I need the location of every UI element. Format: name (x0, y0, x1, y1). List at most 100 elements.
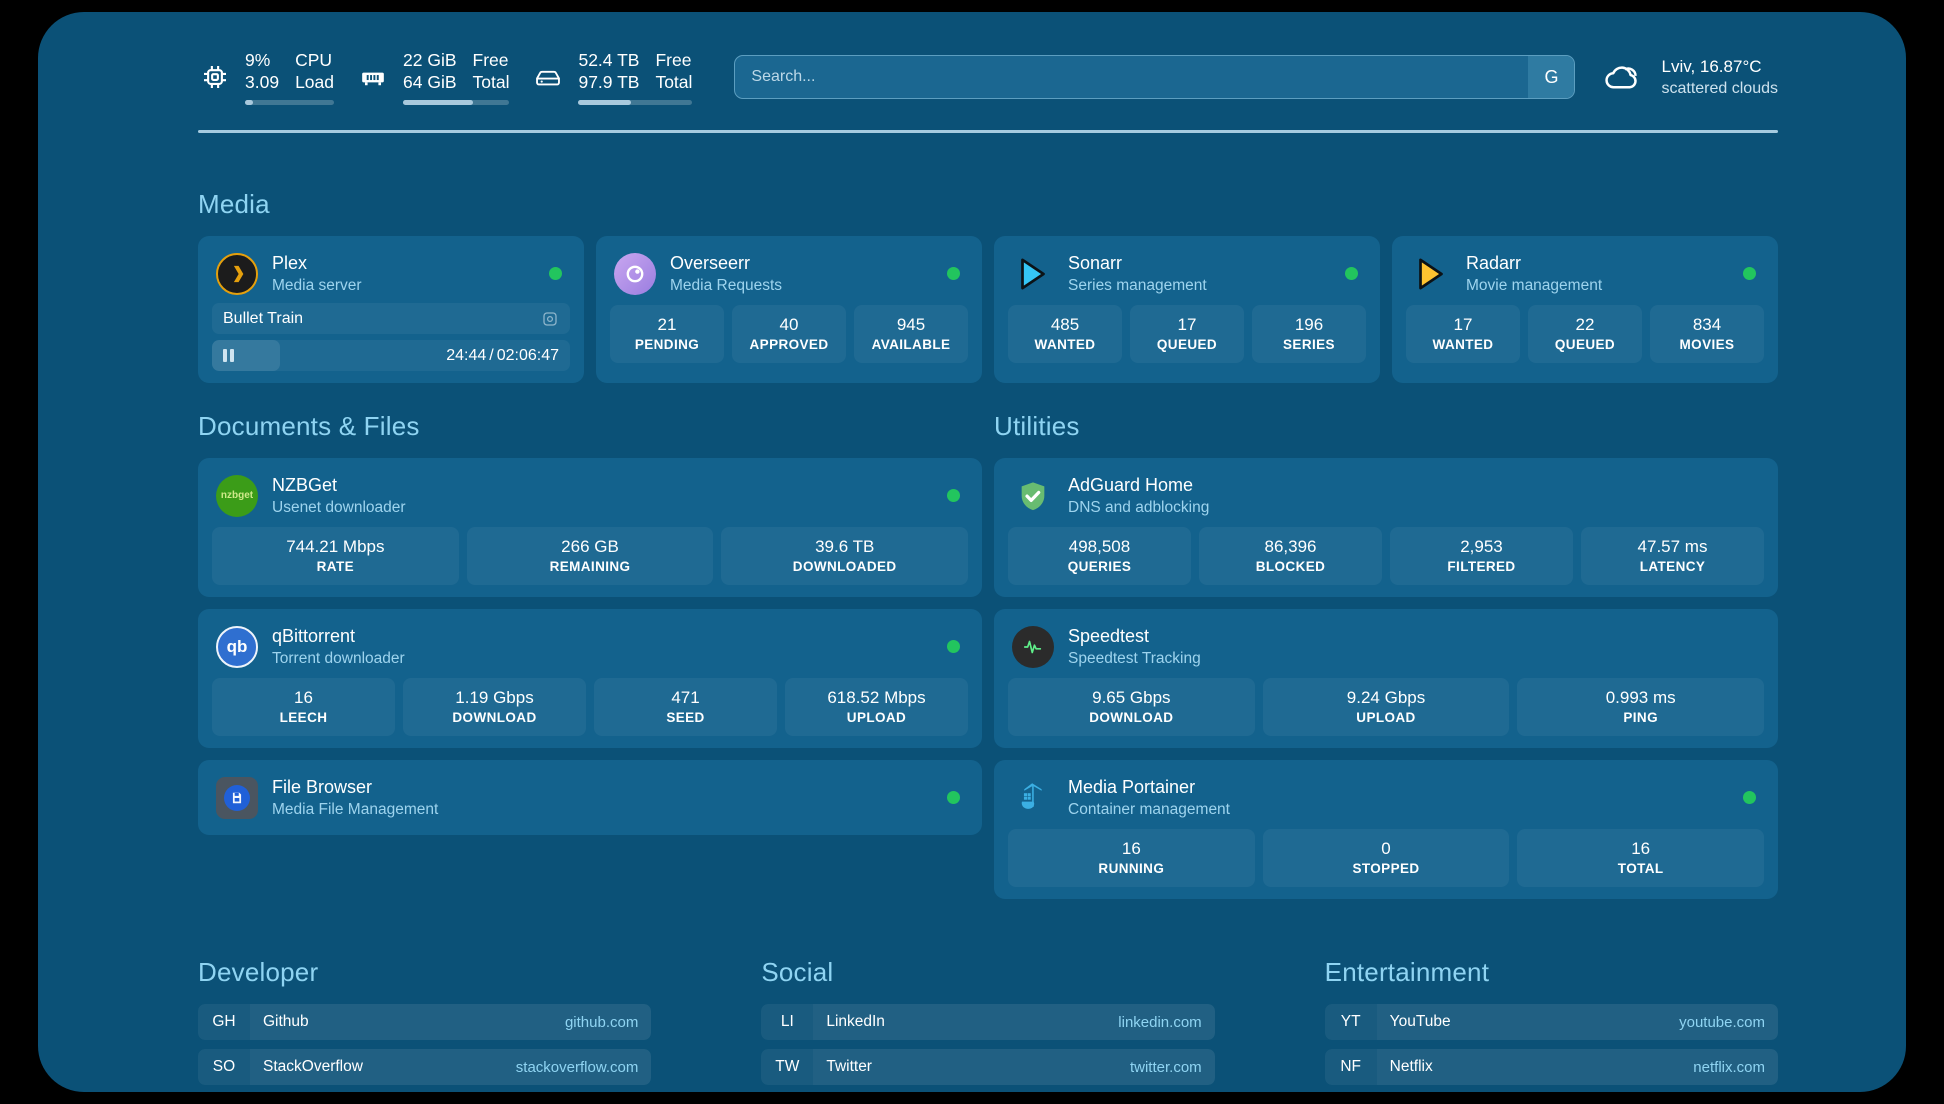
stat-item: 266 GB REMAINING (466, 527, 714, 585)
stat-label: UPLOAD (1356, 710, 1416, 725)
playback-progress-bar[interactable]: 24:44/02:06:47 (212, 340, 570, 371)
memory-free-label: Free (472, 49, 509, 70)
bookmark-group-social: Social LI LinkedIn linkedin.com TW Twitt… (761, 957, 1215, 1092)
overseerr-icon (614, 252, 656, 295)
stat-value: 16 (294, 688, 313, 707)
service-card-speedtest[interactable]: Speedtest Speedtest Tracking 9.65 Gbps D… (994, 609, 1778, 748)
status-indicator-online (947, 489, 960, 502)
gear-icon[interactable] (541, 310, 559, 328)
weather-condition: scattered clouds (1661, 79, 1778, 97)
stat-value: 834 (1692, 315, 1722, 334)
bookmarks-section: Developer GH Github github.com SO StackO… (198, 957, 1778, 1092)
stat-item: 22 QUEUED (1528, 305, 1642, 363)
dashboard-page: 9% 3.09 CPU Load (38, 12, 1906, 1092)
stat-label: PING (1623, 710, 1658, 725)
disk-icon (531, 60, 565, 94)
service-card-adguard-home[interactable]: AdGuard Home DNS and adblocking 498,508 … (994, 458, 1778, 597)
stat-item: 498,508 QUERIES (1008, 527, 1191, 585)
stat-label: QUERIES (1067, 559, 1132, 574)
playback-separator: / (489, 346, 494, 364)
plex-icon (216, 252, 258, 295)
disk-free-label: Free (655, 49, 692, 70)
weather-widget: Lviv, 16.87°C scattered clouds (1601, 56, 1778, 99)
stat-value: 498,508 (1068, 537, 1131, 556)
stat-item: 16 LEECH (212, 678, 395, 736)
service-card-radarr[interactable]: Radarr Movie management 17 WANTED 22 QUE… (1392, 236, 1778, 383)
stat-value: 0 (1381, 839, 1391, 858)
cpu-usage-label: CPU (295, 49, 333, 70)
bookmark-item-stackoverflow[interactable]: SO StackOverflow stackoverflow.com (198, 1049, 652, 1085)
search-engine-button[interactable]: G (1528, 56, 1575, 98)
disk-free-value: 52.4 TB (578, 49, 640, 70)
status-indicator-online (549, 267, 562, 280)
bookmark-name: Twitter (826, 1058, 872, 1075)
pause-icon[interactable] (223, 349, 234, 362)
service-card-sonarr[interactable]: Sonarr Series management 485 WANTED 17 Q… (994, 236, 1380, 383)
stat-item: 0.993 ms PING (1517, 678, 1765, 736)
service-card-media-portainer[interactable]: Media Portainer Container management 16 … (994, 760, 1778, 899)
disk-stat-block: 52.4 TB 97.9 TB Free Total (578, 49, 693, 105)
bookmark-item-youtube[interactable]: YT YouTube youtube.com (1324, 1004, 1778, 1040)
bookmark-item-netflix[interactable]: NF Netflix netflix.com (1324, 1049, 1778, 1085)
utilities-section-title: Utilities (994, 411, 1080, 441)
service-card-nzbget[interactable]: nzbget NZBGet Usenet downloader 744.21 M… (198, 458, 982, 597)
stat-value: 47.57 ms (1637, 537, 1708, 556)
bookmark-item-twitter[interactable]: TW Twitter twitter.com (761, 1049, 1215, 1085)
stat-item: 16 TOTAL (1517, 829, 1765, 887)
documents-section: Documents & Files nzbget NZBGet Usenet d… (198, 411, 982, 899)
stat-label: PENDING (634, 337, 700, 352)
service-desc: Torrent downloader (272, 650, 405, 667)
bookmark-name: StackOverflow (263, 1058, 363, 1075)
service-name: Overseerr (670, 253, 751, 273)
service-card-overseerr[interactable]: Overseerr Media Requests 21 PENDING 40 A… (596, 236, 982, 383)
memory-usage-bar (403, 99, 510, 105)
bookmark-group-developer: Developer GH Github github.com SO StackO… (198, 957, 652, 1092)
memory-free-value: 22 GiB (403, 49, 457, 70)
stat-item: 17 QUEUED (1130, 305, 1244, 363)
stat-value: 39.6 TB (815, 537, 875, 556)
status-indicator-online (947, 267, 960, 280)
documents-section-title: Documents & Files (198, 411, 420, 441)
stat-label: REMAINING (549, 559, 631, 574)
bookmark-item-linkedin[interactable]: LI LinkedIn linkedin.com (761, 1004, 1215, 1040)
service-desc: DNS and adblocking (1068, 499, 1210, 516)
bookmark-group-entertainment: Entertainment YT YouTube youtube.com NF … (1324, 957, 1778, 1092)
stat-label: DOWNLOAD (1089, 710, 1174, 725)
search-input[interactable] (735, 56, 1529, 98)
stat-item: 196 SERIES (1252, 305, 1366, 363)
stat-label: STOPPED (1352, 861, 1420, 876)
stat-label: QUEUED (1554, 337, 1616, 352)
nzbget-icon: nzbget (216, 474, 258, 517)
service-name: Plex (272, 253, 308, 273)
service-desc: Container management (1068, 801, 1230, 818)
cpu-load-label: Load (295, 71, 334, 92)
search-bar[interactable]: G (734, 55, 1576, 99)
stat-item: 40 APPROVED (732, 305, 846, 363)
stat-label: SERIES (1283, 337, 1335, 352)
stat-item: 21 PENDING (610, 305, 724, 363)
bookmark-item-github[interactable]: GH Github github.com (198, 1004, 652, 1040)
service-name: AdGuard Home (1068, 475, 1194, 495)
playback-elapsed: 24:44 (446, 346, 487, 364)
service-card-plex[interactable]: Plex Media server Bullet Train (198, 236, 584, 383)
adguard-icon (1012, 475, 1054, 517)
service-desc: Media Requests (670, 277, 783, 294)
bookmark-abbr: YT (1324, 1004, 1377, 1040)
stat-label: APPROVED (749, 337, 829, 352)
stat-label: DOWNLOADED (792, 559, 897, 574)
service-desc: Media File Management (272, 801, 439, 818)
stat-value: 618.52 Mbps (827, 688, 926, 707)
bookmark-name: YouTube (1389, 1013, 1451, 1030)
stat-item: 9.65 Gbps DOWNLOAD (1008, 678, 1255, 736)
stat-item: 1.19 Gbps DOWNLOAD (403, 678, 586, 736)
service-card-file-browser[interactable]: File Browser Media File Management (198, 760, 982, 835)
dashboard-frame: 9% 3.09 CPU Load (38, 12, 1906, 1092)
stat-label: MOVIES (1679, 337, 1735, 352)
service-card-qbittorrent[interactable]: qb qBittorrent Torrent downloader 16 LEE… (198, 609, 982, 748)
stat-value: 471 (671, 688, 700, 707)
bookmark-name: Netflix (1389, 1058, 1433, 1075)
memory-icon (356, 60, 390, 94)
stat-label: BLOCKED (1255, 559, 1326, 574)
stat-value: 2,953 (1460, 537, 1503, 556)
speedtest-icon (1012, 625, 1054, 668)
